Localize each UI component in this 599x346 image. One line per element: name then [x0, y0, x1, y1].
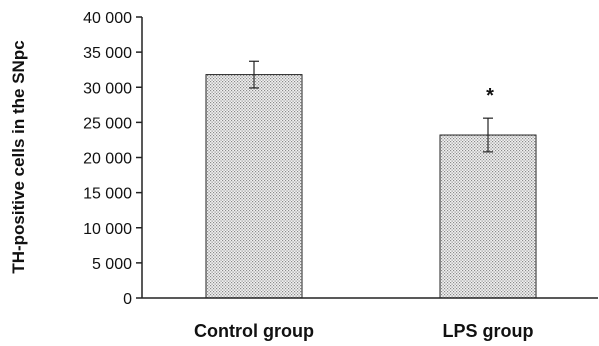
bar-lps-group — [439, 134, 537, 299]
y-tick-label: 35 000 — [83, 45, 132, 62]
y-tick-label: 5 000 — [92, 256, 132, 273]
y-axis-ticks: 0 5 000 10 000 15 000 20 000 25 000 30 000 35 0… — [83, 10, 142, 308]
significance-asterisk: * — [486, 85, 494, 107]
y-tick-label: 15 000 — [83, 186, 132, 203]
y-tick-label: 40 000 — [83, 10, 132, 27]
x-axis-labels: Control group LPS group — [194, 321, 533, 341]
x-category-label: LPS group — [443, 321, 534, 341]
x-category-label: Control group — [194, 321, 314, 341]
y-tick-label: 25 000 — [83, 115, 132, 132]
y-tick-label: 10 000 — [83, 221, 132, 238]
bar-control-group — [205, 74, 303, 299]
y-axis-title: TH-positive cells in the SNpc — [9, 40, 28, 273]
y-tick-label: 20 000 — [83, 151, 132, 168]
bars: * — [205, 60, 537, 299]
y-tick-label: 0 — [123, 291, 132, 308]
y-tick-label: 30 000 — [83, 80, 132, 97]
